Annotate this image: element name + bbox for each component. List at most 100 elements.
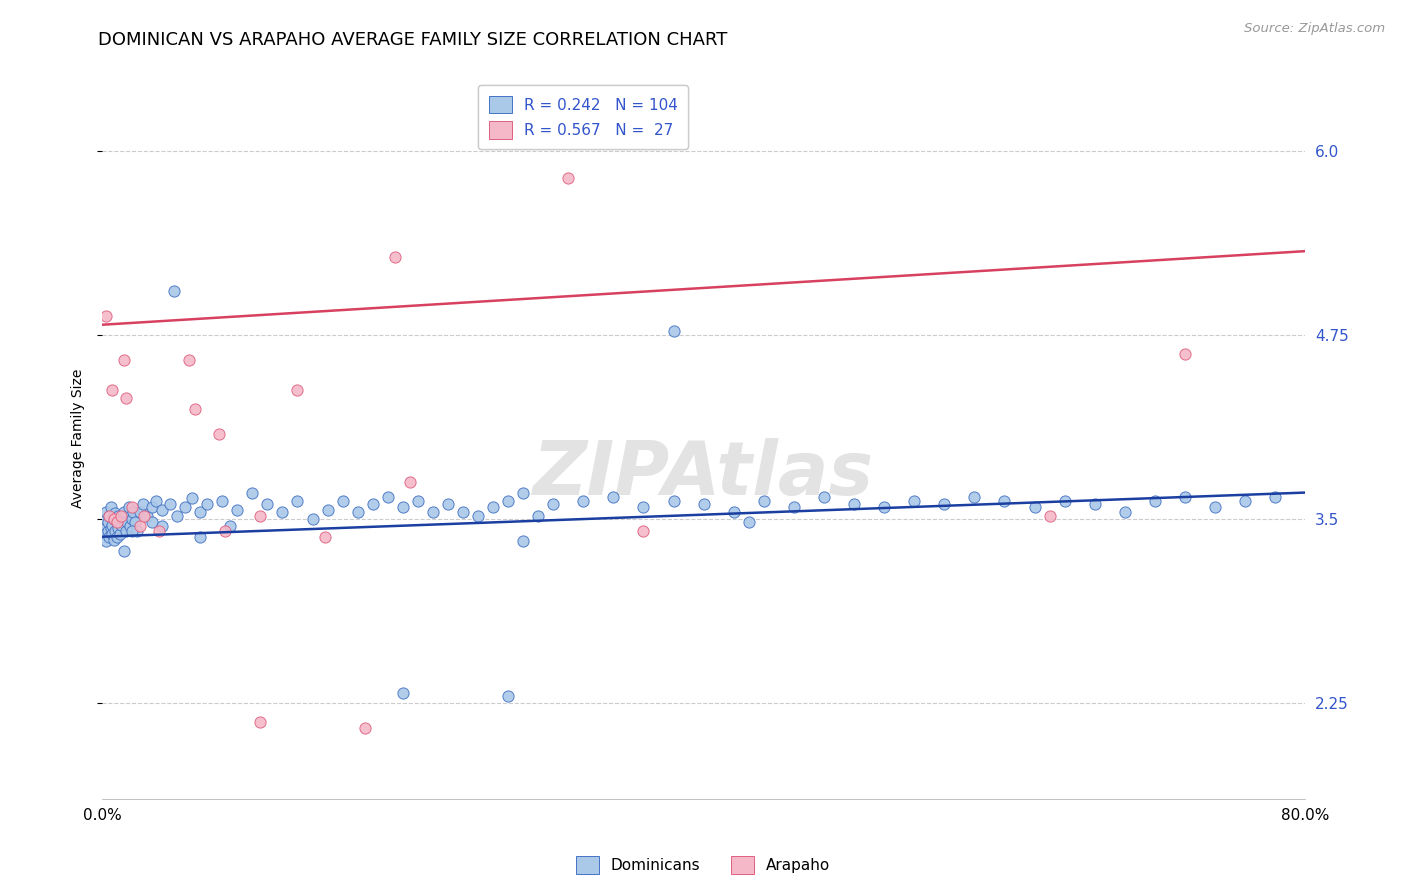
Point	[406, 494, 429, 508]
Point	[115, 524, 138, 538]
Point	[451, 505, 474, 519]
Point	[271, 505, 294, 519]
Point	[181, 491, 204, 506]
Point	[98, 509, 121, 524]
Point	[287, 383, 309, 397]
Point	[110, 509, 132, 524]
Point	[482, 500, 505, 515]
Point	[179, 353, 201, 368]
Point	[496, 494, 519, 508]
Point	[783, 500, 806, 515]
Point	[384, 250, 406, 264]
Point	[103, 533, 125, 547]
Point	[104, 506, 127, 520]
Point	[633, 500, 655, 515]
Point	[934, 497, 956, 511]
Point	[105, 530, 128, 544]
Point	[163, 284, 186, 298]
Point	[738, 515, 761, 529]
Point	[422, 505, 444, 519]
Point	[141, 515, 163, 529]
Point	[195, 497, 218, 511]
Point	[107, 521, 129, 535]
Point	[104, 524, 127, 538]
Point	[105, 515, 128, 529]
Point	[105, 515, 128, 529]
Point	[354, 721, 377, 735]
Point	[1204, 500, 1226, 515]
Point	[633, 524, 655, 538]
Point	[145, 494, 167, 508]
Point	[391, 686, 413, 700]
Point	[467, 509, 489, 524]
Point	[94, 526, 117, 541]
Point	[512, 534, 534, 549]
Point	[96, 309, 118, 323]
Point	[121, 512, 143, 526]
Point	[214, 524, 236, 538]
Point	[101, 526, 124, 541]
Y-axis label: Average Family Size: Average Family Size	[72, 368, 86, 508]
Point	[120, 519, 142, 533]
Point	[1084, 497, 1107, 511]
Point	[512, 485, 534, 500]
Point	[541, 497, 564, 511]
Point	[148, 524, 170, 538]
Point	[101, 383, 124, 397]
Point	[114, 353, 136, 368]
Point	[94, 512, 117, 526]
Point	[314, 530, 336, 544]
Point	[1234, 494, 1257, 508]
Point	[287, 494, 309, 508]
Point	[249, 509, 271, 524]
Point	[114, 505, 136, 519]
Point	[188, 505, 211, 519]
Point	[114, 544, 136, 558]
Point	[1053, 494, 1076, 508]
Legend: Dominicans, Arapaho: Dominicans, Arapaho	[569, 850, 837, 880]
Point	[316, 503, 339, 517]
Point	[108, 526, 131, 541]
Point	[813, 490, 835, 504]
Point	[96, 534, 118, 549]
Point	[115, 392, 138, 406]
Point	[208, 426, 231, 441]
Text: DOMINICAN VS ARAPAHO AVERAGE FAMILY SIZE CORRELATION CHART: DOMINICAN VS ARAPAHO AVERAGE FAMILY SIZE…	[98, 31, 728, 49]
Point	[141, 500, 163, 515]
Point	[111, 512, 134, 526]
Point	[103, 512, 125, 526]
Point	[107, 509, 129, 524]
Point	[188, 530, 211, 544]
Point	[132, 509, 155, 524]
Point	[346, 505, 368, 519]
Point	[1143, 494, 1166, 508]
Point	[361, 497, 384, 511]
Point	[128, 505, 150, 519]
Point	[873, 500, 896, 515]
Point	[391, 500, 413, 515]
Point	[527, 509, 550, 524]
Point	[437, 497, 460, 511]
Point	[93, 519, 115, 533]
Point	[166, 509, 188, 524]
Point	[963, 490, 986, 504]
Point	[240, 485, 263, 500]
Point	[496, 689, 519, 703]
Legend: R = 0.242   N = 104, R = 0.567   N =  27: R = 0.242 N = 104, R = 0.567 N = 27	[478, 85, 689, 149]
Point	[692, 497, 714, 511]
Point	[100, 500, 122, 515]
Point	[377, 490, 399, 504]
Point	[1114, 505, 1136, 519]
Point	[662, 324, 685, 338]
Point	[136, 509, 159, 524]
Point	[1039, 509, 1062, 524]
Point	[121, 500, 143, 515]
Point	[1174, 490, 1197, 504]
Point	[118, 500, 141, 515]
Point	[98, 530, 121, 544]
Point	[100, 521, 122, 535]
Text: ZIPAtlas: ZIPAtlas	[533, 438, 875, 510]
Point	[301, 512, 323, 526]
Point	[662, 494, 685, 508]
Point	[723, 505, 745, 519]
